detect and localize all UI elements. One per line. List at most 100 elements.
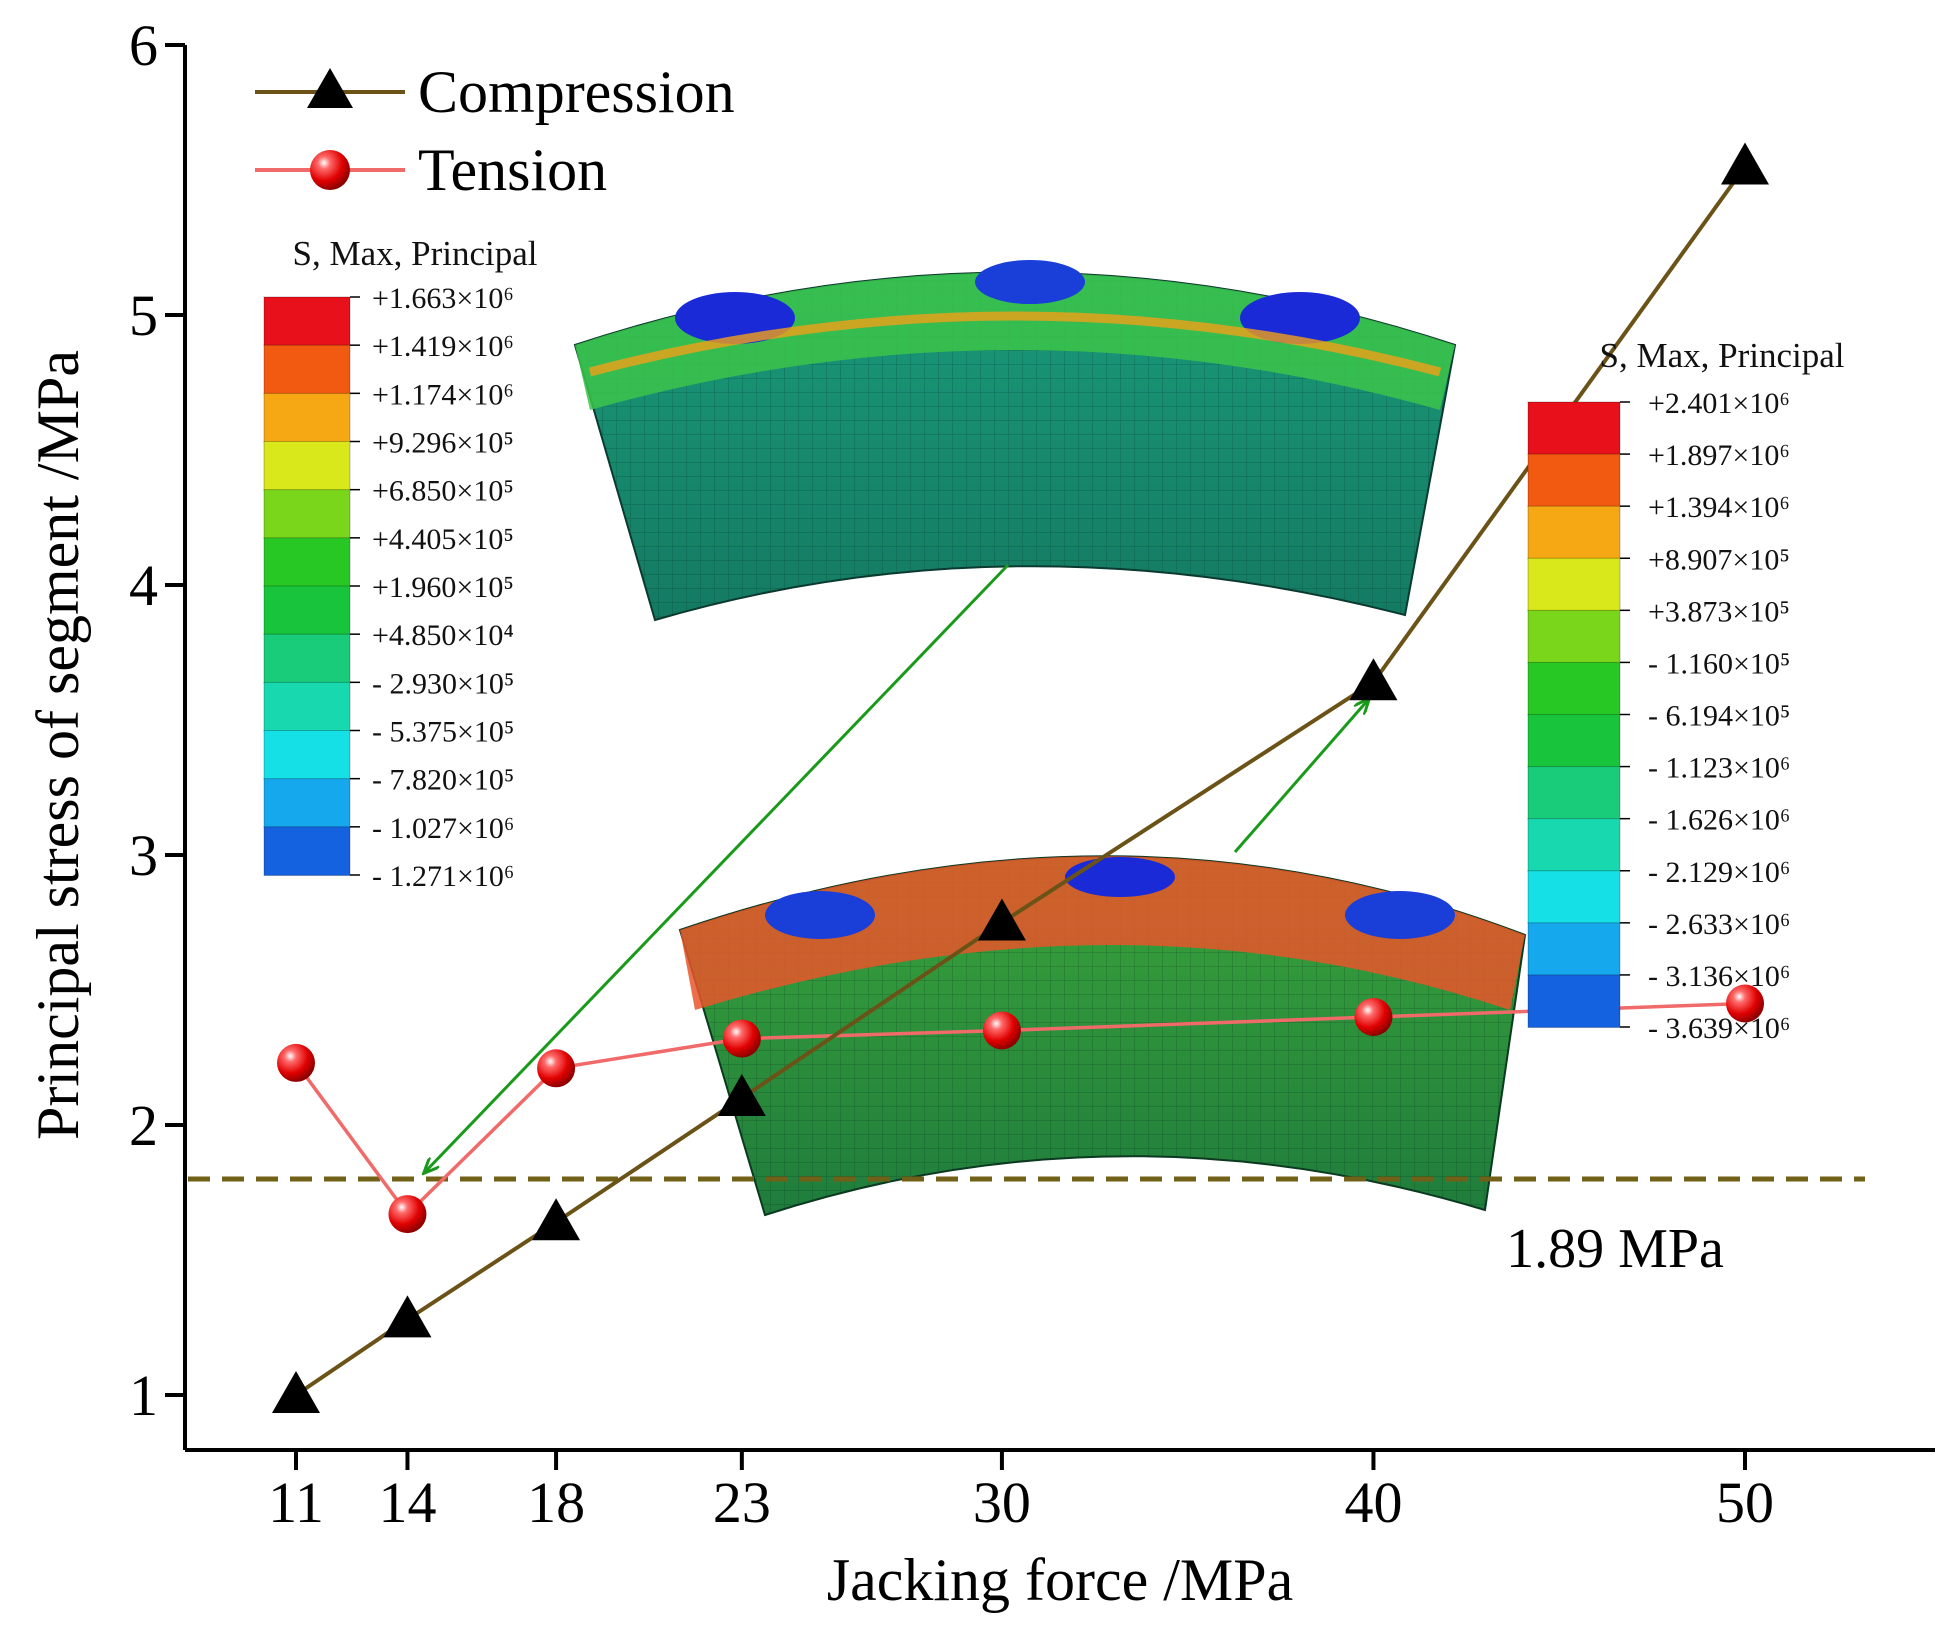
colorbar-lower-band-6 [1527, 714, 1621, 768]
colorbar-upper-band-6 [263, 585, 351, 636]
colorbar-lower-band-3 [1527, 557, 1621, 612]
lower-segment-top-band [680, 856, 1525, 1010]
tension-point-11 [277, 1043, 315, 1082]
colorbar-lower-label-10: - 2.633×10⁶ [1648, 908, 1790, 941]
colorbar-upper-band-3 [263, 441, 351, 491]
compression-point-50 [1721, 142, 1769, 185]
colorbar-lower-label-9: - 2.129×10⁶ [1648, 856, 1790, 889]
colorbar-lower-band-10 [1527, 922, 1621, 976]
lower-segment-contour-image [678, 855, 1527, 1217]
legend-compression-label: Compression [418, 59, 735, 125]
colorbar-lower-label-7: - 1.123×10⁶ [1648, 752, 1790, 785]
legend: Compression Tension [255, 59, 735, 203]
colorbar-lower-label-3: +8.907×10⁵ [1648, 543, 1790, 576]
arrow-lower-to-40 [1233, 700, 1368, 853]
colorbar-lower-band-0 [1527, 401, 1621, 456]
colorbar-upper-band-5 [263, 537, 351, 587]
y-tick-label-6: 6 [129, 13, 158, 78]
colorbar-lower-band-2 [1527, 505, 1621, 560]
y-tick-label-3: 3 [129, 823, 158, 888]
axes [183, 45, 1935, 1452]
colorbar-upper-band-7 [263, 633, 351, 684]
upper-segment-contour-image [573, 260, 1457, 622]
colorbar-upper-label-9: - 5.375×10⁵ [372, 716, 514, 749]
tension-point-50 [1726, 984, 1764, 1023]
compression-point-14 [383, 1295, 432, 1338]
colorbar-upper-band-11 [263, 826, 351, 876]
colorbar-upper-label-0: +1.663×10⁶ [372, 282, 514, 315]
colorbar-upper-label-7: +4.850×10⁴ [372, 619, 514, 652]
x-tick-label-50: 50 [1716, 1470, 1774, 1535]
colorbar-lower-band-1 [1527, 453, 1621, 508]
colorbar-upper-band-8 [263, 681, 351, 732]
colorbar-upper-band-9 [263, 730, 351, 780]
colorbar-upper-label-8: - 2.930×10⁵ [372, 667, 514, 700]
colorbar-upper-band-0 [263, 296, 351, 347]
colorbar-lower-band-7 [1527, 766, 1621, 820]
x-tick-label-11: 11 [268, 1470, 324, 1535]
colorbar-lower-label-1: +1.897×10⁶ [1648, 439, 1790, 472]
x-tick-label-40: 40 [1344, 1470, 1402, 1535]
colorbar-upper-band-4 [263, 489, 351, 539]
reference-line-label: 1.89 MPa [1506, 1218, 1724, 1280]
colorbar-upper-label-12: - 1.271×10⁶ [372, 860, 514, 893]
x-tick-label-18: 18 [527, 1470, 585, 1535]
x-tick-label-14: 14 [378, 1470, 436, 1535]
lower-blue-spot-left [765, 891, 875, 939]
colorbar-lower-band-5 [1527, 661, 1621, 716]
x-axis-title: Jacking force /MPa [827, 1547, 1294, 1613]
series-layer [272, 142, 1769, 1413]
compression-point-23 [717, 1074, 766, 1116]
y-tick-label-1: 1 [129, 1363, 158, 1428]
colorbar-upper-band-2 [263, 392, 351, 443]
colorbar-lower-title: S, Max, Principal [1600, 336, 1845, 375]
colorbar-upper-title: S, Max, Principal [293, 234, 538, 273]
y-tick-label-5: 5 [129, 283, 158, 348]
colorbar-lower-band-11 [1527, 974, 1621, 1029]
tension-point-30 [982, 1011, 1021, 1050]
x-tick-label-23: 23 [713, 1470, 771, 1535]
colorbar-upper-label-10: - 7.820×10⁵ [372, 764, 514, 797]
colorbar-upper-label-3: +9.296×10⁵ [372, 427, 514, 460]
legend-tension-label: Tension [418, 137, 607, 203]
colorbar-lower-label-2: +1.394×10⁶ [1648, 491, 1790, 524]
colorbar-upper: S, Max, Principal +1.663×10⁶ +1.419×10⁶ +1.… [263, 234, 538, 893]
tension-point-40 [1354, 998, 1393, 1036]
lower-blue-spot-mid [1065, 857, 1175, 897]
tension-point-14 [388, 1195, 427, 1234]
x-tick-label-30: 30 [973, 1470, 1031, 1535]
tension-point-23 [722, 1019, 761, 1058]
compression-point-18 [532, 1198, 581, 1241]
colorbar-upper-label-2: +1.174×10⁶ [372, 378, 514, 411]
colorbar-upper-label-4: +6.850×10⁵ [372, 475, 514, 508]
colorbar-lower-label-0: +2.401×10⁶ [1648, 387, 1790, 420]
colorbar-lower: S, Max, Principal +2.401×10⁶ +1.897×10⁶ +1.… [1527, 336, 1845, 1045]
colorbar-lower-band-4 [1527, 609, 1621, 664]
colorbar-lower-label-5: - 1.160×10⁵ [1648, 647, 1790, 680]
compression-point-30 [977, 898, 1026, 941]
legend-tension-marker [310, 150, 350, 190]
colorbar-lower-band-8 [1527, 818, 1621, 872]
colorbar-lower-label-11: - 3.136×10⁶ [1648, 960, 1790, 993]
upper-segment-top-band [575, 272, 1455, 410]
colorbar-lower-label-12: - 3.639×10⁶ [1648, 1012, 1790, 1045]
tension-point-18 [537, 1049, 576, 1088]
arrow-upper-to-14 [425, 563, 1010, 1172]
colorbar-lower-label-8: - 1.626×10⁶ [1648, 804, 1790, 837]
colorbar-upper-label-6: +1.960×10⁵ [372, 571, 514, 604]
lower-blue-spot-right [1345, 891, 1455, 939]
legend-compression-marker [307, 68, 353, 108]
colorbar-upper-label-1: +1.419×10⁶ [372, 330, 514, 363]
y-axis-title: Principal stress of segment /MPa [25, 350, 91, 1140]
upper-blue-spot-mid [975, 260, 1085, 304]
upper-blue-spot-right [1240, 292, 1360, 344]
colorbar-lower-label-4: +3.873×10⁵ [1648, 595, 1790, 628]
compression-point-40 [1349, 658, 1398, 701]
upper-orange-band [588, 311, 1442, 377]
y-tick-label-4: 4 [129, 553, 158, 618]
colorbar-upper-label-5: +4.405×10⁵ [372, 523, 514, 556]
colorbar-upper-band-10 [263, 778, 351, 828]
compression-point-11 [272, 1371, 320, 1413]
